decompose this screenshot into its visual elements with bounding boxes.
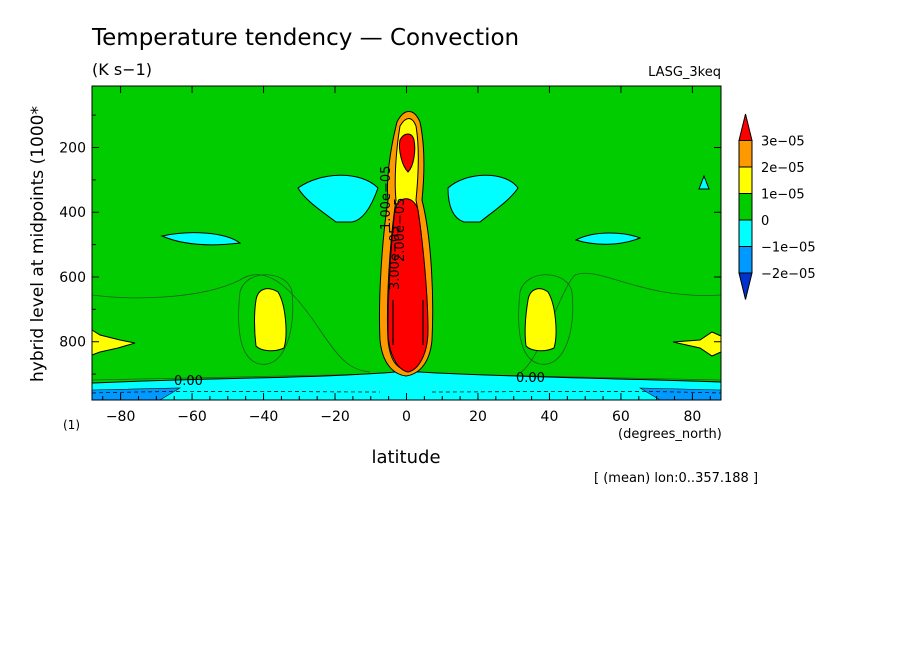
contour-label: 0.00 [174,374,203,389]
dashed-contour [91,390,722,394]
contour-label: 0.00 [516,371,545,386]
x-tick-label: 40 [541,409,559,425]
colorbar-swatch [738,193,753,221]
x-tick-label: 60 [612,409,630,425]
dataset-label: LASG_3keq [648,65,721,80]
plot-area: 0.00 0.00 1.00e−05 2.00e−05 3.00e−05 [91,85,722,401]
mid-cooling-north [574,232,642,245]
heating-south [254,288,287,352]
upper-cooling-north [447,174,519,223]
x-tick-label: 80 [683,409,701,425]
contour-line [91,274,371,373]
colorbar-label: 0 [761,214,769,229]
x-tick-label: −80 [106,409,136,425]
contour-label: 3.00e−05 [388,226,403,290]
chart-units: (K s−1) [92,60,152,79]
heating-regions [91,288,722,357]
y-tick-label: 200 [59,141,86,157]
contour-label: 1.00e−05 [379,166,394,230]
colorbar-label: 2e−05 [761,161,805,176]
contour-label: 2.00e−05 [393,198,408,262]
column-contour-inner [392,300,424,345]
colorbar-label: 1e−05 [761,188,805,203]
column-red-lower [387,198,429,373]
y-tick-label: 400 [59,205,86,221]
y-scale-note: (1) [63,418,80,432]
y-tick-label: 600 [59,270,86,286]
upper-cooling-south [297,174,379,223]
colorbar-swatch [738,113,753,141]
colorbar-swatch [738,166,753,194]
equatorial-column [378,111,434,377]
colorbar: 3e−05 2e−05 1e−05 0 −1e−05 −2e−05 [738,113,816,300]
contour-labels: 0.00 0.00 1.00e−05 2.00e−05 3.00e−05 [174,166,545,389]
negative-regions [91,174,722,401]
contour-line [518,274,574,365]
small-cooling-triangle [698,174,710,190]
x-tick-label: −20 [320,409,350,425]
column-red-upper [399,133,416,173]
boundary-cooling-band [91,371,722,401]
colorbar-swatch [738,272,753,300]
x-axis-label: latitude [371,447,440,468]
x-tick-label: −40 [249,409,279,425]
colorbar-swatch [738,219,753,247]
x-axis: −80 −60 −40 −20 0 20 40 60 80 [102,86,711,425]
y-axis: 200 400 600 800 [59,114,721,375]
y-axis-label: hybrid level at midpoints (1000* [28,106,48,382]
colorbar-label: −2e−05 [761,267,816,282]
x-axis-units: (degrees_north) [618,427,722,442]
mid-cooling-south [160,232,242,246]
heating-north [524,288,557,352]
contour-line [238,274,294,365]
footnote: [ (mean) lon:0..357.188 ] [594,471,758,486]
y-tick-label: 800 [59,335,86,351]
colorbar-swatch [738,140,753,168]
colorbar-swatch [738,246,753,274]
heating-edge-south [91,329,136,356]
colorbar-label: −1e−05 [761,241,816,256]
x-tick-label: 20 [469,409,487,425]
x-tick-label: 0 [402,409,411,425]
chart-title: Temperature tendency — Convection [91,25,519,51]
colorbar-label: 3e−05 [761,135,805,150]
x-tick-label: −60 [177,409,207,425]
